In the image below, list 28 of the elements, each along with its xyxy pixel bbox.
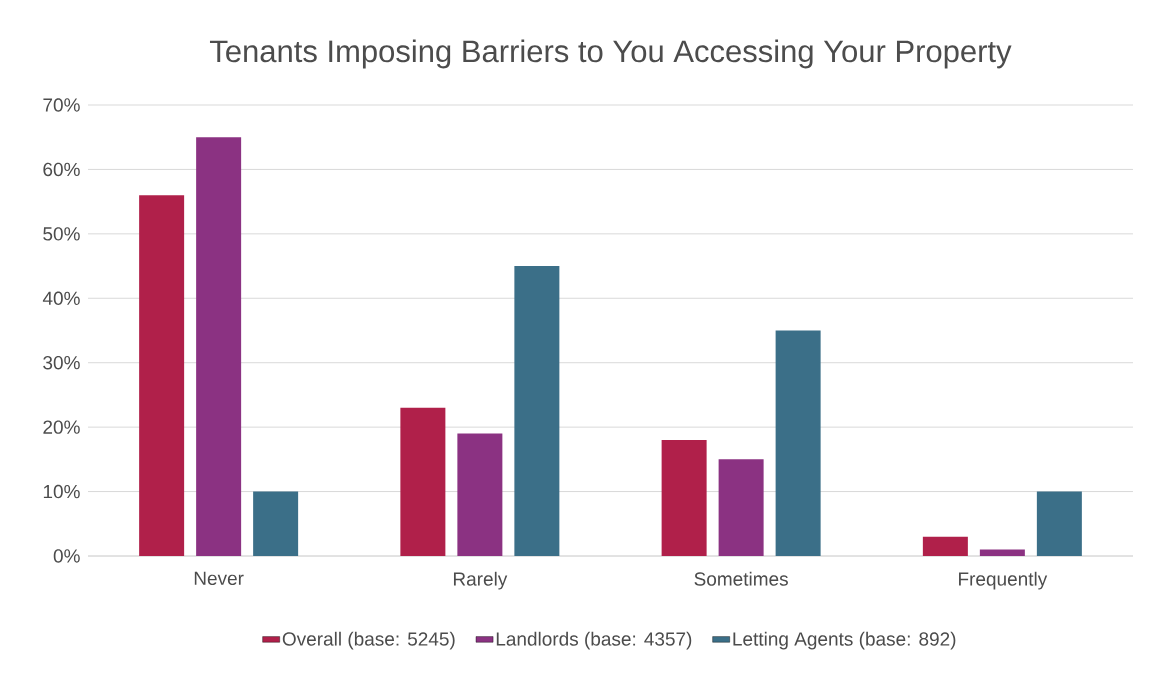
bar bbox=[922, 536, 968, 556]
bar bbox=[661, 440, 707, 556]
bar bbox=[139, 195, 185, 556]
x-tick-label: Frequently bbox=[959, 571, 1048, 590]
x-tick-label: Sometimes bbox=[694, 571, 788, 586]
y-tick-label: 40% bbox=[42, 291, 80, 306]
legend-label: Letting Agents (base: 892) bbox=[733, 631, 956, 650]
y-tick-label: 30% bbox=[43, 355, 80, 370]
legend-label: Overall (base: 5245) bbox=[282, 631, 455, 650]
bar bbox=[196, 137, 242, 556]
bar bbox=[457, 433, 503, 556]
x-tick-label: Never bbox=[194, 571, 244, 586]
bar bbox=[718, 459, 764, 556]
y-tick-label: 70% bbox=[43, 98, 80, 112]
y-tick-label: 0% bbox=[53, 549, 80, 563]
y-tick-label: 10% bbox=[43, 484, 80, 499]
x-tick-label: Rarely bbox=[453, 571, 508, 590]
y-tick-label: 60% bbox=[43, 162, 80, 177]
bar bbox=[400, 407, 446, 556]
y-tick-label: 50% bbox=[43, 227, 80, 241]
bar bbox=[979, 549, 1025, 556]
bar bbox=[514, 266, 560, 556]
bar bbox=[775, 330, 821, 556]
legend-label: Landlords (base: 4357) bbox=[496, 631, 692, 650]
bar bbox=[1036, 491, 1082, 556]
bar bbox=[253, 491, 299, 556]
chart-title: Tenants Imposing Barriers to You Accessing Your Property bbox=[209, 39, 1012, 69]
y-tick-label: 20% bbox=[43, 420, 80, 434]
